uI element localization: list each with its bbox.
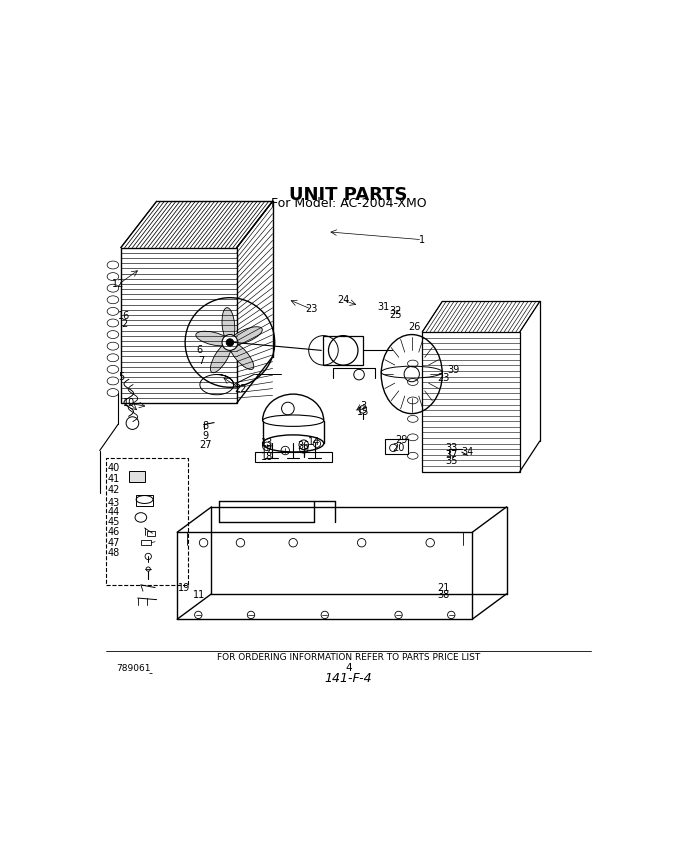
Text: 27: 27 — [199, 440, 211, 449]
Text: 41: 41 — [108, 475, 120, 484]
Text: 47: 47 — [108, 538, 120, 547]
Text: 24: 24 — [337, 295, 350, 306]
Text: 17: 17 — [260, 445, 273, 455]
Text: 40: 40 — [108, 463, 120, 473]
Text: 26: 26 — [408, 321, 420, 332]
Text: 44: 44 — [108, 507, 120, 517]
Text: 32: 32 — [390, 306, 402, 316]
Bar — [255, 452, 332, 462]
Text: 43: 43 — [108, 498, 120, 507]
Ellipse shape — [222, 307, 235, 342]
Text: 141-F-4: 141-F-4 — [324, 672, 373, 685]
Circle shape — [226, 339, 234, 346]
Bar — [136, 495, 153, 506]
Text: 6: 6 — [197, 346, 203, 355]
Text: 22: 22 — [234, 384, 247, 394]
Text: 18: 18 — [260, 452, 273, 462]
Text: 10: 10 — [122, 398, 135, 408]
Text: 9: 9 — [202, 431, 208, 442]
Text: 35: 35 — [445, 456, 458, 466]
Text: 20: 20 — [392, 443, 405, 453]
Text: UNIT PARTS: UNIT PARTS — [289, 186, 408, 204]
Text: 3: 3 — [360, 401, 367, 410]
Text: 5: 5 — [118, 372, 124, 382]
Bar — [141, 540, 152, 546]
Text: 48: 48 — [108, 548, 120, 559]
Text: 21: 21 — [437, 583, 449, 592]
Text: 42: 42 — [108, 485, 120, 495]
Text: 2: 2 — [122, 319, 128, 329]
Bar — [106, 458, 188, 585]
Text: 38: 38 — [437, 591, 449, 600]
Text: 36: 36 — [298, 442, 310, 451]
Text: 13: 13 — [260, 437, 273, 448]
Text: 37: 37 — [445, 449, 458, 460]
Text: 4: 4 — [345, 663, 352, 673]
Ellipse shape — [230, 326, 262, 345]
Text: -: - — [149, 669, 153, 678]
Ellipse shape — [210, 342, 231, 372]
Text: 23: 23 — [305, 304, 318, 314]
Text: For Model: AC-2004-XMO: For Model: AC-2004-XMO — [271, 197, 426, 210]
Text: 14: 14 — [308, 436, 320, 447]
Circle shape — [222, 334, 238, 351]
Text: 46: 46 — [108, 527, 120, 537]
Text: 789061: 789061 — [117, 663, 151, 673]
Bar — [422, 332, 520, 472]
Text: 34: 34 — [462, 447, 474, 456]
Ellipse shape — [229, 342, 254, 370]
Text: 7: 7 — [198, 356, 204, 366]
Bar — [386, 439, 407, 454]
Bar — [129, 470, 145, 482]
Text: 31: 31 — [377, 301, 390, 312]
Text: 12: 12 — [112, 280, 124, 289]
Text: 33: 33 — [445, 443, 458, 453]
Text: 1: 1 — [419, 235, 426, 245]
Text: 16: 16 — [118, 311, 130, 321]
Ellipse shape — [196, 331, 230, 346]
Text: 23: 23 — [437, 372, 449, 383]
Text: FOR ORDERING INFORMATION REFER TO PARTS PRICE LIST: FOR ORDERING INFORMATION REFER TO PARTS … — [217, 653, 480, 662]
Bar — [147, 531, 155, 536]
Bar — [324, 336, 363, 365]
Text: 19: 19 — [178, 583, 190, 592]
Bar — [121, 248, 237, 403]
Text: 8: 8 — [202, 421, 208, 430]
Text: 11: 11 — [193, 591, 205, 600]
Text: 39: 39 — [447, 365, 460, 375]
Text: 15: 15 — [357, 407, 369, 417]
Text: 45: 45 — [108, 517, 120, 527]
Text: 29: 29 — [395, 436, 407, 445]
Text: 25: 25 — [390, 309, 402, 320]
